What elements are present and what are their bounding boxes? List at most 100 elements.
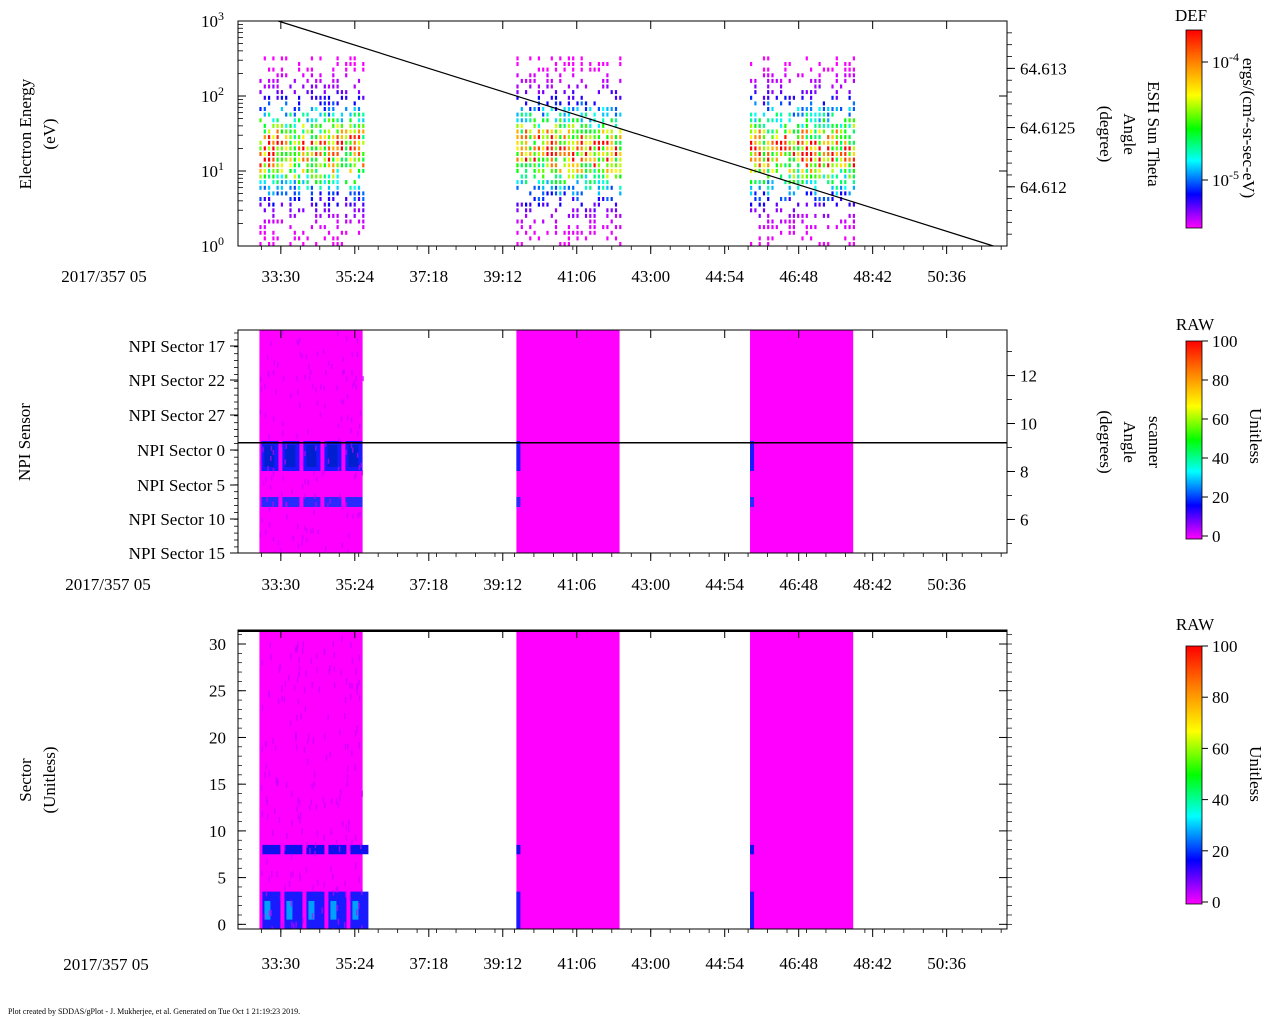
sector-active-cell [350,844,369,855]
energy-data-cell [805,146,808,151]
energy-data-cell [563,67,566,72]
colorbar1-tick-label: 10-5 [1212,168,1239,190]
npi-noise-cell [341,504,344,510]
energy-data-cell [771,225,774,230]
energy-data-cell [580,152,583,156]
energy-data-cell [767,56,770,61]
sector-noise-cell [289,720,292,727]
energy-data-cell [852,185,855,190]
energy-data-cell [525,118,528,123]
energy-data-cell [797,202,800,207]
energy-data-cell [767,197,770,201]
energy-data-cell [272,157,275,162]
energy-data-cell [315,135,318,140]
energy-data-cell [525,163,528,168]
energy-data-cell [306,174,309,179]
energy-data-cell [844,219,847,224]
energy-data-cell [848,135,851,140]
sector-noise-cell [311,913,314,920]
sector-noise-cell [298,671,300,678]
energy-data-cell [775,202,778,207]
energy-data-cell [315,123,318,128]
sector-noise-cell [316,830,319,837]
sector-noise-cell [310,799,313,806]
energy-data-cell [750,62,753,66]
energy-data-cell [340,129,343,134]
energy-data-cell [327,174,331,179]
energy-data-cell [822,213,825,218]
x-tick-label: 46:48 [779,575,818,594]
energy-data-cell [563,112,566,117]
x-tick-label: 39:12 [483,954,522,973]
scanner-tick-label: 10 [1020,415,1037,434]
energy-data-cell [362,219,365,224]
energy-data-cell [516,140,519,145]
x-tick-label: 41:06 [557,575,596,594]
energy-data-cell [814,112,817,117]
energy-data-cell [572,123,575,128]
energy-data-cell [546,191,549,196]
energy-data-cell [593,168,596,173]
energy-data-cell [827,146,830,151]
npi-noise-cell [285,501,287,507]
energy-data-cell [767,73,770,78]
sector-noise-cell [358,902,360,909]
energy-data-cell [610,140,613,145]
energy-data-cell [293,213,296,218]
energy-data-cell [323,174,326,179]
energy-data-cell [332,67,335,72]
energy-data-cell [525,157,528,162]
energy-data-cell [529,152,532,156]
energy-data-cell [353,129,356,134]
energy-data-cell [298,135,301,140]
energy-data-cell [822,112,825,117]
energy-data-cell [302,123,305,128]
energy-data-cell [293,168,296,173]
energy-data-cell [516,168,519,173]
energy-data-cell [336,152,339,156]
energy-data-cell [280,152,283,156]
npi-noise-cell [303,493,306,499]
energy-data-cell [285,123,288,128]
energy-data-cell [542,168,545,173]
energy-data-cell [827,225,830,230]
sector-noise-cell [265,890,268,897]
energy-data-cell [293,174,296,179]
energy-data-cell [827,242,830,246]
sector-noise-cell [302,918,305,925]
energy-data-cell [357,129,361,134]
time-axis-ticks-panel3: 33:30 35:24 37:18 39:12 41:06 43:00 44:54 46:48… [260,630,1002,973]
sector-tick-label: 25 [209,682,226,701]
sector-active-cell [306,844,325,855]
energy-data-cell [529,73,532,78]
energy-data-cell [302,208,305,213]
energy-data-cell [750,140,753,145]
energy-data-cell [546,152,549,156]
energy-data-cell [525,146,528,151]
energy-data-cell [345,197,348,201]
energy-data-cell [542,107,545,111]
energy-data-cell [758,118,761,123]
sector-noise-cell [292,870,294,877]
sector-noise-cell [351,657,354,664]
energy-data-cell [835,107,838,111]
energy-data-cell [280,129,283,134]
energy-data-cell [259,230,262,235]
energy-data-cell [554,101,558,106]
energy-data-cell [520,157,523,162]
energy-data-cell [546,112,549,117]
npi-noise-cell [315,501,317,507]
x-tick-label: 37:18 [409,267,448,286]
energy-data-cell [332,135,335,140]
energy-data-cell [619,191,622,196]
sector-noise-cell [266,799,269,806]
energy-data-cell [576,101,579,106]
sector-noise-cell [266,858,268,865]
energy-data-cell [559,73,562,78]
npi-noise-cell [356,452,359,458]
energy-data-cell [559,202,562,207]
npi-noise-cell [301,534,304,540]
energy-data-cell [323,236,326,241]
energy-data-cell [835,225,838,230]
